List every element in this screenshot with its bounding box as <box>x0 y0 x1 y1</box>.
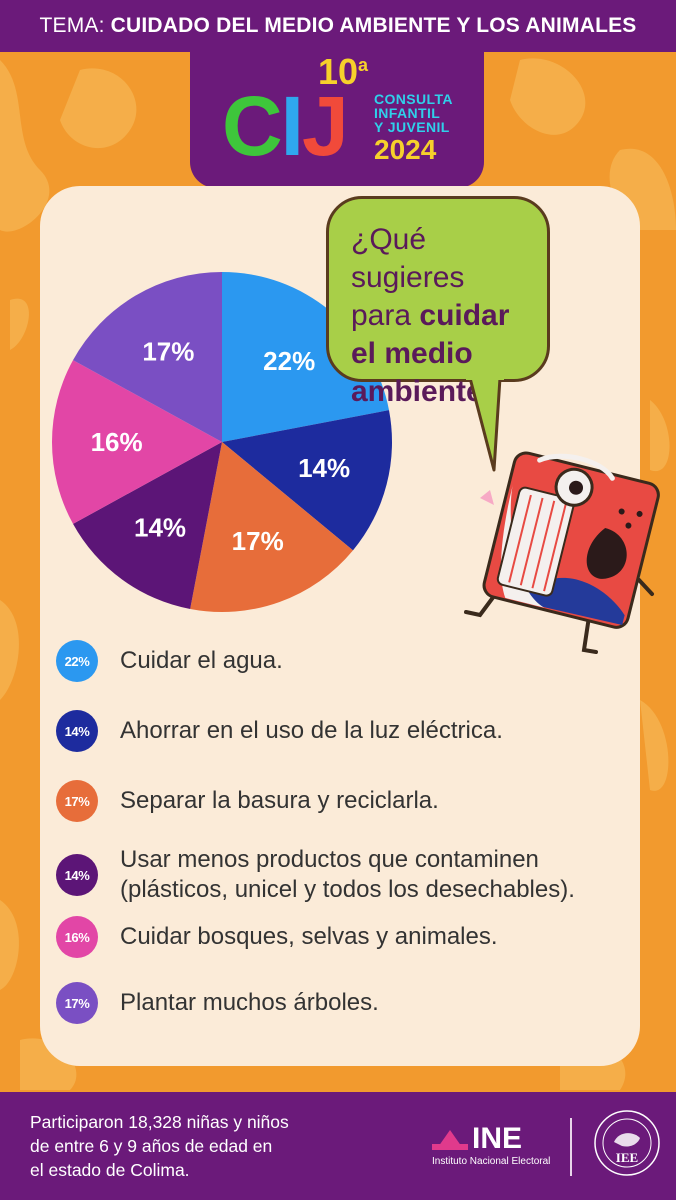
legend-label: Usar menos productos que contaminen (plá… <box>120 845 575 905</box>
legend-label: Plantar muchos árboles. <box>120 988 379 1018</box>
legend-label-line1: Usar menos productos que contaminen <box>120 846 539 873</box>
legend-label: Cuidar el agua. <box>120 646 283 676</box>
logo-edition: 10a <box>318 54 368 90</box>
pie-slice-label: 16% <box>91 427 143 457</box>
topic-prefix: TEMA: <box>39 14 105 37</box>
topic-title: CUIDADO DEL MEDIO AMBIENTE Y LOS ANIMALE… <box>110 14 637 37</box>
legend-label: Ahorrar en el uso de la luz eléctrica. <box>120 716 503 746</box>
logo-divider <box>570 1118 572 1176</box>
legend-item: 17% Separar la basura y reciclarla. <box>56 780 636 822</box>
question-line2-bold: cuidar <box>419 299 510 332</box>
legend-label-line1: Separar la basura y reciclarla. <box>120 787 439 814</box>
pie-slice-label: 17% <box>232 526 284 556</box>
logo-line2: INFANTIL <box>374 105 441 121</box>
pie-slice <box>222 410 392 551</box>
logo-cij: CIJ <box>222 84 349 168</box>
question-line3: el medio <box>351 337 473 370</box>
legend-item: 14% Ahorrar en el uso de la luz eléctric… <box>56 710 636 752</box>
pie-slice <box>51 360 222 524</box>
pie-slice <box>190 442 353 612</box>
legend-label-line2: (plásticos, unicel y todos los desechabl… <box>120 876 575 903</box>
logo-letter-c: C <box>222 79 283 173</box>
pie-slice <box>73 272 222 442</box>
legend-item: 16% Cuidar bosques, selvas y animales. <box>56 916 636 958</box>
legend-label: Cuidar bosques, selvas y animales. <box>120 922 498 952</box>
legend-item: 17% Plantar muchos árboles. <box>56 982 636 1024</box>
legend-label-line1: Cuidar bosques, selvas y animales. <box>120 923 498 950</box>
participants-line2: de entre 6 y 9 años de edad en <box>30 1136 273 1156</box>
logo-line1: CONSULTA <box>374 91 453 107</box>
ine-subtitle: Instituto Nacional Electoral <box>432 1156 551 1167</box>
question-bubble: ¿Qué sugieres para cuidar el medio ambie… <box>326 196 550 408</box>
ine-wordmark: INE <box>472 1122 523 1155</box>
ballot-mascot-icon <box>464 376 660 654</box>
iee-wordmark: IEE <box>616 1150 638 1165</box>
ine-mark-icon <box>432 1130 468 1150</box>
question-line2: para cuidar <box>351 297 529 335</box>
legend-label-line1: Cuidar el agua. <box>120 647 283 674</box>
legend-item: 14% Usar menos productos que contaminen … <box>56 845 636 905</box>
legend-label-line1: Ahorrar en el uso de la luz eléctrica. <box>120 717 503 744</box>
logo-year: 2024 <box>374 134 437 165</box>
pie-slice <box>73 442 222 609</box>
legend-badge: 14% <box>56 710 98 752</box>
question-line2-regular: para <box>351 299 420 332</box>
pie-slice-label: 14% <box>134 512 186 542</box>
iee-seal-icon: IEE <box>594 1110 660 1176</box>
logo-text: CONSULTA INFANTIL Y JUVENIL <box>374 92 453 134</box>
participants-line1: Participaron 18,328 niñas y niños <box>30 1112 289 1132</box>
legend-badge: 22% <box>56 640 98 682</box>
pie-slice-label: 14% <box>298 453 350 483</box>
pie-slice <box>222 272 389 442</box>
legend-label: Separar la basura y reciclarla. <box>120 786 439 816</box>
logo-letter-i: I <box>280 79 304 173</box>
logo-edition-ordinal: a <box>358 55 369 75</box>
pie-chart: 22% 14% 17% 14% 16% 17% <box>51 272 392 612</box>
legend-badge: 17% <box>56 982 98 1024</box>
participants-line3: el estado de Colima. <box>30 1160 190 1180</box>
pie-slice-label: 22% <box>263 346 315 376</box>
legend-label-line1: Plantar muchos árboles. <box>120 989 379 1016</box>
participants-note: Participaron 18,328 niñas y niños de ent… <box>30 1110 350 1182</box>
logo-panel <box>190 40 484 188</box>
pie-slice-label: 17% <box>142 336 194 366</box>
footer: Participaron 18,328 niñas y niños de ent… <box>0 1092 676 1200</box>
logo-line3: Y JUVENIL <box>374 119 450 135</box>
legend-badge: 16% <box>56 916 98 958</box>
question-line1: ¿Qué sugieres <box>351 223 465 294</box>
legend-item: 22% Cuidar el agua. <box>56 640 636 682</box>
logo-edition-number: 10 <box>318 51 359 92</box>
legend-badge: 17% <box>56 780 98 822</box>
legend-badge: 14% <box>56 854 98 896</box>
logo-letter-j: J <box>302 79 349 173</box>
